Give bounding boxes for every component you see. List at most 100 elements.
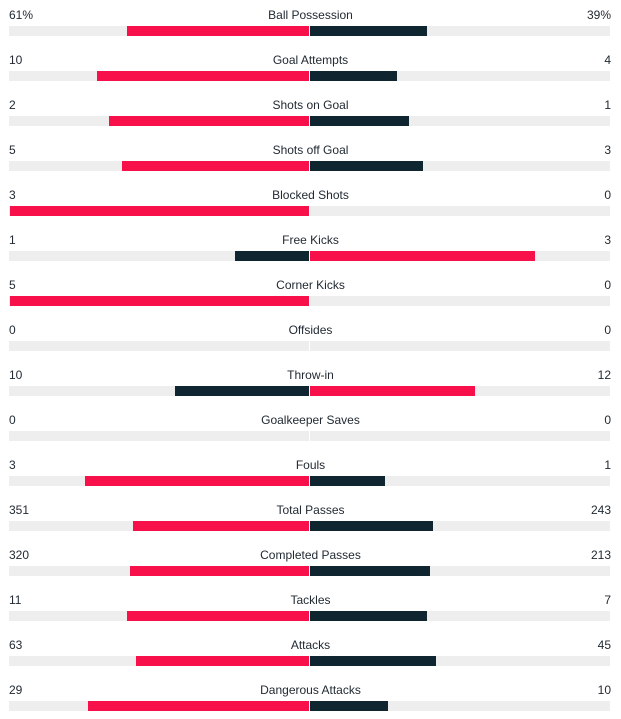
center-divider: [309, 566, 310, 576]
stat-row: 351 Total Passes 243: [0, 495, 621, 540]
stat-label: Completed Passes: [260, 548, 361, 562]
home-value: 63: [9, 638, 23, 652]
away-bar: [310, 71, 397, 81]
home-value: 0: [9, 323, 16, 337]
center-divider: [309, 206, 310, 216]
home-value: 10: [9, 368, 23, 382]
home-bar: [133, 521, 310, 531]
center-divider: [309, 26, 310, 36]
home-bar: [175, 386, 310, 396]
away-bar: [310, 656, 436, 666]
away-value: 1: [604, 458, 611, 472]
away-value: 12: [597, 368, 611, 382]
away-value: 3: [604, 233, 611, 247]
home-value: 10: [9, 53, 23, 67]
away-value: 39%: [586, 8, 611, 22]
stat-row: 5 Corner Kicks 0: [0, 270, 621, 315]
stat-row: 10 Goal Attempts 4: [0, 45, 621, 90]
center-divider: [309, 431, 310, 441]
stat-label: Blocked Shots: [272, 188, 349, 202]
stat-bar-track: [9, 206, 610, 216]
home-value: 3: [9, 458, 16, 472]
center-divider: [309, 341, 310, 351]
home-value: 11: [9, 593, 22, 607]
center-divider: [309, 161, 310, 171]
away-bar: [310, 26, 427, 36]
center-divider: [309, 476, 310, 486]
away-value: 243: [590, 503, 611, 517]
home-value: 351: [9, 503, 30, 517]
home-value: 61%: [9, 8, 34, 22]
center-divider: [309, 116, 310, 126]
away-bar: [310, 386, 475, 396]
away-value: 0: [604, 323, 611, 337]
away-value: 7: [604, 593, 611, 607]
away-bar: [310, 116, 409, 126]
stat-bar-track: [9, 656, 610, 666]
stat-bar-track: [9, 161, 610, 171]
away-bar: [310, 701, 388, 711]
stat-row: 0 Goalkeeper Saves 0: [0, 405, 621, 450]
stat-label: Dangerous Attacks: [260, 683, 361, 697]
home-value: 2: [9, 98, 16, 112]
stat-row: 63 Attacks 45: [0, 630, 621, 675]
stat-label: Shots off Goal: [272, 143, 349, 157]
stat-row: 320 Completed Passes 213: [0, 540, 621, 585]
home-value: 3: [9, 188, 16, 202]
home-value: 320: [9, 548, 30, 562]
center-divider: [309, 611, 310, 621]
stat-bar-track: [9, 386, 610, 396]
home-bar: [130, 566, 310, 576]
stat-label: Free Kicks: [282, 233, 339, 247]
stat-bar-track: [9, 701, 610, 711]
home-bar: [122, 161, 310, 171]
stat-row: 0 Offsides 0: [0, 315, 621, 360]
away-bar: [310, 161, 423, 171]
away-bar: [310, 611, 427, 621]
stat-label: Shots on Goal: [272, 98, 349, 112]
home-bar: [10, 206, 310, 216]
away-bar: [310, 476, 385, 486]
home-bar: [97, 71, 310, 81]
stat-label: Fouls: [295, 458, 326, 472]
home-value: 1: [9, 233, 16, 247]
home-value: 29: [9, 683, 23, 697]
home-bar: [127, 611, 310, 621]
stat-label: Tackles: [290, 593, 331, 607]
stat-row: 1 Free Kicks 3: [0, 225, 621, 270]
home-bar: [10, 296, 310, 306]
stat-bar-track: [9, 296, 610, 306]
stat-label: Corner Kicks: [276, 278, 345, 292]
stat-row: 2 Shots on Goal 1: [0, 90, 621, 135]
stat-bar-track: [9, 476, 610, 486]
home-bar: [235, 251, 310, 261]
stat-label: Goal Attempts: [272, 53, 349, 67]
away-value: 0: [604, 278, 611, 292]
stat-row: 10 Throw-in 12: [0, 360, 621, 405]
stat-row: 3 Blocked Shots 0: [0, 180, 621, 225]
stat-bar-track: [9, 341, 610, 351]
center-divider: [309, 251, 310, 261]
home-bar: [109, 116, 310, 126]
away-value: 0: [604, 188, 611, 202]
center-divider: [309, 296, 310, 306]
away-value: 0: [604, 413, 611, 427]
away-value: 1: [604, 98, 611, 112]
stat-label: Ball Possession: [268, 8, 353, 22]
stat-row: 3 Fouls 1: [0, 450, 621, 495]
away-value: 4: [604, 53, 611, 67]
stat-row: 11 Tackles 7: [0, 585, 621, 630]
away-value: 3: [604, 143, 611, 157]
center-divider: [309, 701, 310, 711]
stat-bar-track: [9, 431, 610, 441]
home-bar: [85, 476, 310, 486]
center-divider: [309, 71, 310, 81]
away-value: 10: [597, 683, 611, 697]
home-bar: [88, 701, 310, 711]
stat-bar-track: [9, 566, 610, 576]
stat-label: Total Passes: [276, 503, 345, 517]
away-bar: [310, 566, 430, 576]
stat-label: Offsides: [288, 323, 333, 337]
center-divider: [309, 656, 310, 666]
stat-row: 61% Ball Possession 39%: [0, 0, 621, 45]
